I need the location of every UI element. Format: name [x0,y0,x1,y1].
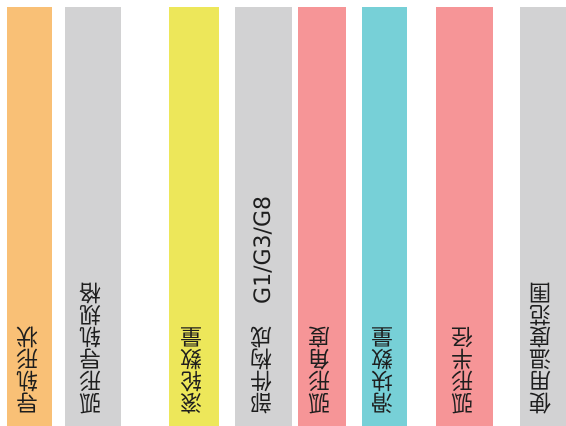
column-label: 部件构成 G1/G3/G8 [250,196,276,414]
column-slider-count: 滑块数量 [362,7,407,426]
column-arc-radius: 弧形半径 [436,7,493,426]
column-label: 弧形角度 [309,326,334,414]
column-rail-shape: 导轨形状 [7,7,52,426]
column-label: 使用温度范围 [530,282,555,414]
column-arc-rail-spec: 弧形导轨规格 [65,7,121,426]
column-label: 弧形半径 [451,326,477,414]
column-label: 弧形导轨规格 [80,282,105,414]
column-label: 滚轮数量 [181,326,206,414]
column-operating-temperature: 使用温度范围 [520,7,566,426]
column-label: 滑块数量 [371,326,397,414]
column-roller-count: 滚轮数量 [169,7,219,426]
column-components: 部件构成 G1/G3/G8 [235,7,292,426]
column-arc-angle: 弧形角度 [298,7,346,426]
column-label: 导轨形状 [16,326,42,414]
